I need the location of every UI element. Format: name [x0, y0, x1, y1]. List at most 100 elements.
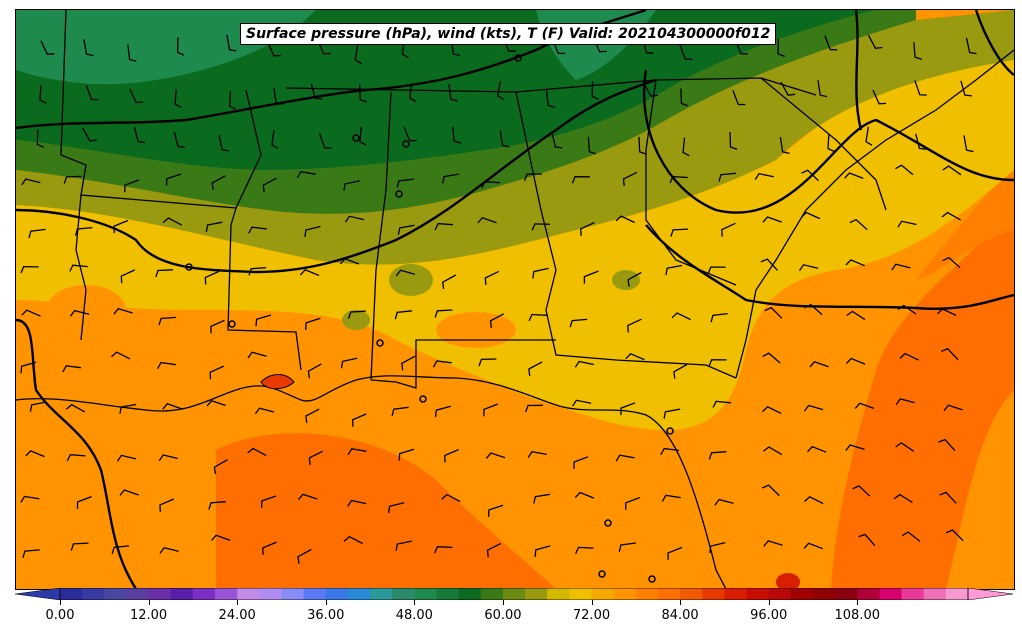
- wind-barb: [484, 270, 499, 286]
- wind-barb: [133, 126, 146, 144]
- wind-barb: [248, 267, 267, 276]
- wind-barb: [803, 404, 824, 412]
- wind-barb: [574, 491, 595, 499]
- wind-barb: [478, 358, 497, 367]
- wind-barb: [897, 304, 917, 315]
- wind-barb: [763, 540, 783, 547]
- wind-barb: [572, 399, 592, 407]
- wind-barb: [804, 303, 823, 316]
- wind-barb: [441, 493, 461, 503]
- wind-barb: [721, 222, 736, 237]
- wind-barb: [661, 494, 681, 502]
- station-markers: [185, 54, 674, 583]
- wind-barb: [124, 179, 140, 193]
- colorbar-tick: [680, 600, 682, 605]
- wind-barb: [226, 34, 237, 52]
- wind-barb: [297, 493, 318, 501]
- wind-barb: [176, 37, 185, 56]
- temperature-fill-warm-east: [916, 160, 1014, 280]
- wind-barb: [113, 307, 133, 315]
- wind-barb: [580, 222, 595, 236]
- wind-barb: [497, 80, 505, 101]
- state-borders: [60, 10, 887, 389]
- wind-barb: [854, 402, 875, 410]
- wind-barb: [858, 533, 876, 547]
- wind-barb: [913, 42, 922, 60]
- wind-barb: [310, 83, 323, 100]
- wind-barb: [895, 398, 915, 405]
- colorbar-tick: [591, 600, 593, 605]
- wind-barb: [483, 403, 499, 417]
- temperature-hotspot: [776, 573, 800, 589]
- colorbar-segment: [414, 588, 437, 600]
- wind-barb: [307, 363, 322, 379]
- colorbar-segment: [237, 588, 260, 600]
- wind-barb: [762, 216, 782, 223]
- wind-barb: [709, 541, 726, 554]
- wind-barb: [218, 134, 230, 152]
- wind-barb: [451, 126, 462, 144]
- temperature-patch: [436, 312, 516, 348]
- wind-barb: [942, 256, 961, 269]
- wind-barb: [157, 361, 176, 370]
- wind-barb: [20, 361, 37, 374]
- temperature-fill-yellow: [16, 50, 1014, 430]
- colorbar-tick-label: 72.00: [572, 608, 611, 623]
- wind-barb: [352, 413, 367, 427]
- wind-barb: [127, 44, 137, 62]
- wind-barb: [965, 37, 977, 55]
- wind-barb: [83, 39, 94, 57]
- wind-barb: [25, 450, 45, 458]
- wind-barb: [872, 89, 887, 105]
- wind-barb: [354, 45, 362, 65]
- colorbar-segment: [657, 588, 681, 600]
- wind-barb: [625, 496, 641, 510]
- wind-barb: [532, 267, 549, 279]
- colorbar-under-triangle: [15, 588, 61, 600]
- wind-barb: [901, 531, 921, 542]
- wind-barb: [708, 451, 727, 460]
- wind-barb: [665, 264, 683, 276]
- wind-barb: [499, 130, 510, 148]
- wind-barb: [914, 80, 927, 96]
- wind-barb: [679, 44, 693, 60]
- colorbar-segment: [790, 588, 814, 600]
- wind-barb: [434, 222, 454, 231]
- wind-barb: [165, 173, 182, 186]
- wind-barbs: [20, 34, 977, 564]
- wind-barb: [391, 406, 409, 417]
- wind-barb: [849, 218, 868, 231]
- wind-barb: [669, 175, 688, 184]
- wind-barb: [762, 352, 781, 364]
- wind-barb: [119, 489, 139, 496]
- wind-barb: [162, 217, 183, 226]
- wind-barb: [434, 405, 451, 418]
- wind-barb: [714, 498, 734, 506]
- temperature-patch: [612, 270, 640, 290]
- wind-barb: [489, 313, 505, 328]
- wind-barb: [20, 265, 39, 274]
- wind-barb: [397, 224, 415, 235]
- colorbar-segment: [170, 588, 194, 600]
- colorbar-tick: [857, 600, 859, 605]
- wind-barb: [865, 126, 873, 146]
- colorbar-segment: [613, 588, 637, 600]
- wind-barb: [824, 35, 838, 51]
- wind-barb: [680, 88, 689, 107]
- colorbar-tick: [60, 600, 61, 605]
- wind-barb: [247, 351, 267, 359]
- wind-barb: [682, 137, 690, 157]
- temperature-fill-green-olive: [16, 10, 916, 214]
- wind-barb: [210, 319, 225, 334]
- colorbar-segment: [370, 588, 393, 600]
- colorbar-tick-label: 12.00: [129, 608, 168, 623]
- temperature-fill-olive: [16, 10, 1014, 265]
- wind-barb: [308, 450, 324, 465]
- colorbar-over-triangle: [967, 588, 1013, 600]
- wind-barb: [571, 176, 591, 184]
- wind-barb: [70, 542, 89, 551]
- wind-barb: [394, 310, 413, 320]
- colorbar-tick-label: 108.00: [834, 608, 881, 623]
- colorbar-tick-label: 96.00: [750, 608, 788, 623]
- wind-barb: [527, 450, 547, 458]
